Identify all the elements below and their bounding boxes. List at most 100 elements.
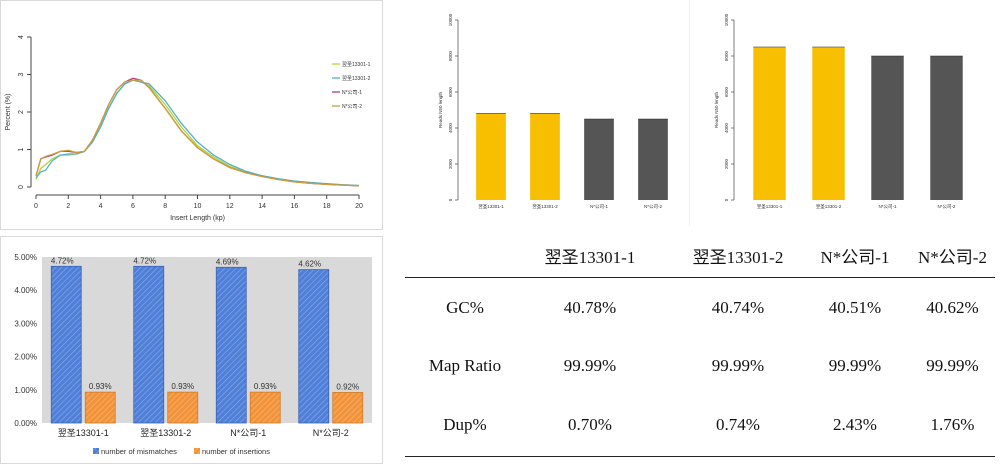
- x-tick-label: 10: [194, 203, 202, 210]
- legend-label: N*公司-2: [342, 104, 362, 110]
- data-label: 0.92%: [336, 382, 359, 391]
- cell-dup-2: 0.74%: [716, 415, 760, 434]
- bar: [812, 47, 845, 200]
- row-label-dup: Dup%: [443, 415, 487, 434]
- reads-n50-bar-chart-2: 0 2000 4000 6000 8000 10000 Reads N50 length 翌圣…: [714, 13, 963, 209]
- table-header-col-2: 翌圣13301-2: [692, 248, 784, 267]
- data-label: 0.93%: [171, 382, 194, 391]
- y-tick-label: 4: [18, 35, 25, 39]
- table-header-col-3: N*公司-1: [820, 248, 890, 267]
- series-line: [35, 77, 360, 187]
- bar: [167, 391, 199, 424]
- cell-gc-3: 40.51%: [828, 298, 882, 317]
- table-header-divider: [405, 277, 995, 278]
- y-tick-label: 2.00%: [14, 353, 37, 362]
- y-tick-label: 5.00%: [14, 253, 37, 262]
- bar: [298, 269, 330, 424]
- legend-label: N*公司-1: [342, 90, 362, 96]
- cell-map-3: 99.99%: [828, 356, 882, 375]
- bar: [530, 113, 560, 200]
- y-tick-label: 3.00%: [14, 319, 37, 328]
- table-bottom-divider: [405, 456, 995, 457]
- x-tick-label: 16: [291, 203, 299, 210]
- legend-swatch: [93, 448, 99, 454]
- y-tick-label: 0.00%: [14, 419, 37, 428]
- legend-label: number of insertions: [202, 447, 270, 456]
- x-tick-label: N*公司-1: [230, 428, 266, 438]
- data-label: 4.69%: [216, 257, 239, 266]
- cell-gc-4: 40.62%: [926, 298, 979, 317]
- x-tick-label: 0: [34, 203, 38, 210]
- cell-gc-2: 40.74%: [711, 298, 765, 317]
- x-tick-label: 8: [163, 203, 167, 210]
- y-axis-label: Reads N50 length: [438, 91, 443, 128]
- bar: [871, 56, 904, 200]
- x-tick-label: 20: [355, 203, 363, 210]
- y-tick-label: 8000: [448, 50, 453, 61]
- series-line: [35, 79, 360, 187]
- y-axis-label: Percent (%): [5, 94, 12, 131]
- series-line: [35, 79, 360, 187]
- x-tick-label: N*公司-1: [590, 204, 608, 209]
- bar: [249, 391, 281, 424]
- y-tick-label: 10000: [724, 13, 729, 26]
- reads-n50-chart-panel-1: 0 2000 4000 6000 8000 10000 Reads N50 length 翌圣…: [407, 0, 690, 226]
- x-tick-label: 翌圣13301-2: [140, 428, 191, 438]
- data-label: 4.62%: [298, 260, 321, 269]
- reads-n50-bar-chart-1: 0 2000 4000 6000 8000 10000 Reads N50 length 翌圣…: [438, 13, 668, 209]
- x-tick-label: 2: [66, 203, 70, 210]
- bar: [50, 265, 82, 424]
- x-tick-label: 18: [323, 203, 331, 210]
- series-line: [35, 79, 360, 187]
- cell-dup-1: 0.70%: [568, 415, 612, 434]
- cell-gc-1: 40.78%: [563, 298, 617, 317]
- x-axis-label: Insert Length (kp): [170, 215, 225, 222]
- data-label: 4.72%: [51, 256, 74, 265]
- row-label-map-ratio: Map Ratio: [428, 356, 502, 375]
- cell-map-1: 99.99%: [563, 356, 617, 375]
- bar: [638, 119, 668, 200]
- x-tick-label: 14: [258, 203, 266, 210]
- legend-swatch: [194, 448, 200, 454]
- y-tick-label: 2: [18, 110, 25, 114]
- y-tick-label: 10000: [448, 13, 453, 26]
- bar: [930, 56, 963, 200]
- legend-label: 翌圣13301-2: [342, 75, 371, 82]
- legend-label: number of mismatches: [101, 447, 177, 456]
- bar: [584, 119, 614, 200]
- cell-map-4: 99.99%: [926, 356, 979, 375]
- x-tick-label: 6: [131, 203, 135, 210]
- bar: [332, 392, 364, 424]
- cell-map-2: 99.99%: [711, 356, 765, 375]
- bar: [476, 113, 506, 200]
- y-tick-label: 0: [18, 185, 25, 189]
- y-tick-label: 1.00%: [14, 386, 37, 395]
- y-tick-label: 6000: [448, 86, 453, 97]
- x-tick-label: 4: [99, 203, 103, 210]
- y-tick-label: 0: [724, 198, 729, 201]
- x-tick-label: 翌圣13301-2: [532, 203, 558, 209]
- bar: [753, 47, 786, 200]
- stats-table: 翌圣13301-1 翌圣13301-2 N*公司-1 N*公司-2 GC% 40…: [405, 230, 1000, 464]
- insert-length-chart-panel: 0 1 2 3 4 0 2 4 6 8 10 12 14 16 18 20 Insert Length (kp)…: [0, 0, 383, 230]
- y-tick-label: 0: [448, 198, 453, 201]
- reads-n50-chart-panel-2: 0 2000 4000 6000 8000 10000 Reads N50 length 翌圣…: [693, 0, 993, 226]
- x-tick-label: 翌圣13301-2: [816, 203, 842, 209]
- cell-dup-4: 1.76%: [930, 415, 975, 434]
- y-tick-label: 4.00%: [14, 286, 37, 295]
- legend-label: 翌圣13301-1: [342, 61, 371, 68]
- table-header-col-1: 翌圣13301-1: [544, 248, 636, 267]
- row-label-gc: GC%: [446, 298, 484, 317]
- x-tick-label: N*公司-2: [644, 204, 662, 209]
- x-tick-label: 12: [226, 203, 234, 210]
- bar: [215, 266, 247, 424]
- y-tick-label: 4000: [448, 122, 453, 133]
- x-tick-label: N*公司-1: [878, 204, 896, 209]
- y-tick-label: 1: [18, 147, 25, 151]
- y-tick-label: 2000: [448, 158, 453, 169]
- data-label: 0.93%: [89, 382, 112, 391]
- y-axis-label: Reads N50 length: [714, 91, 719, 128]
- error-rate-chart-panel: 0.00% 1.00% 2.00% 3.00% 4.00% 5.00% 4.72% 0.93%…: [0, 236, 383, 464]
- y-tick-label: 3: [18, 72, 25, 76]
